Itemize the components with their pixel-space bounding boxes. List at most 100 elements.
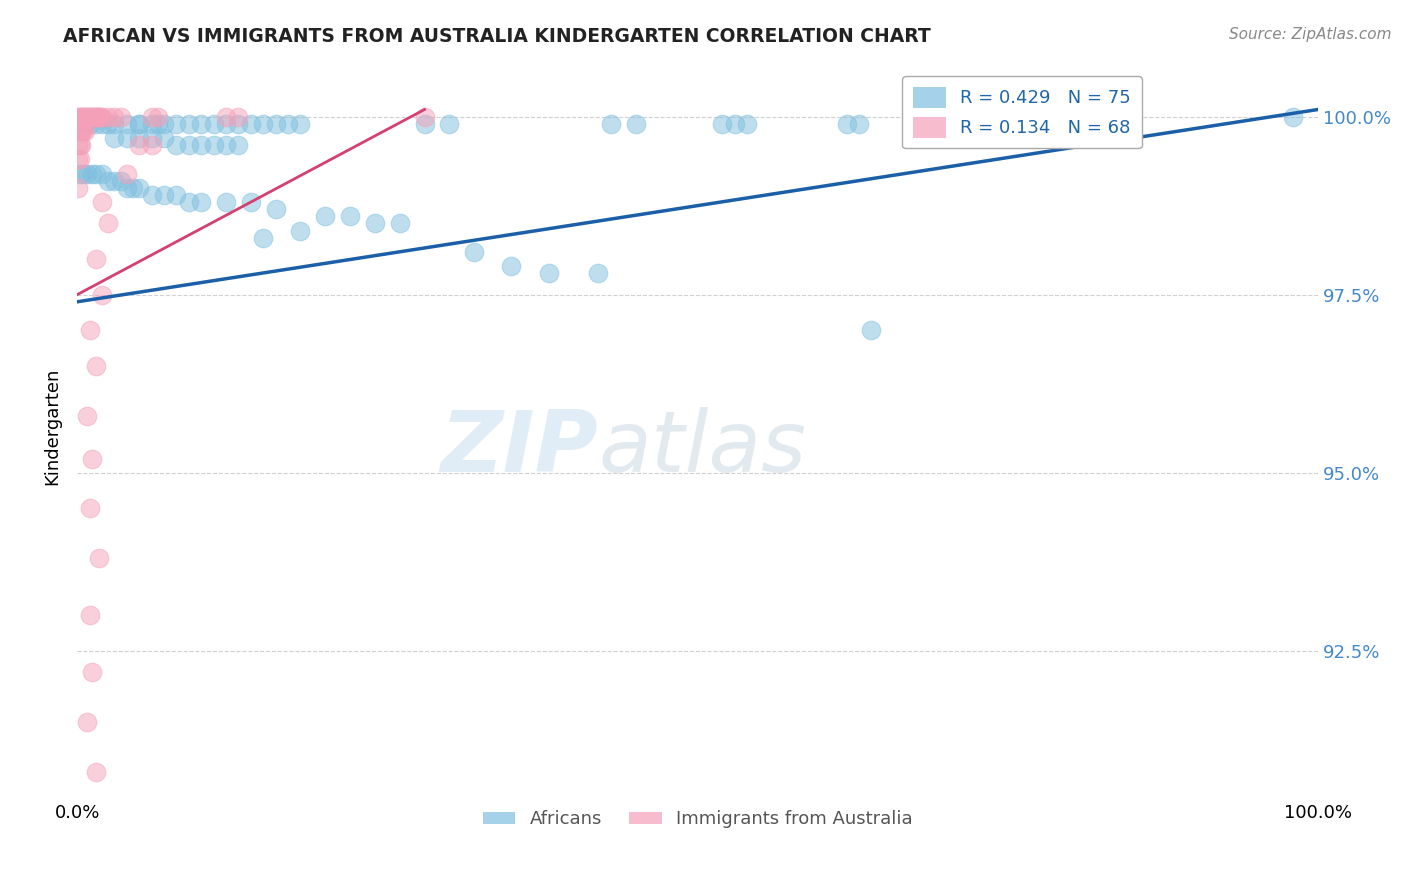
Point (73, 124, 96, 138)
Point (69, 117, 91, 131)
Point (72, 110, 94, 124)
Point (84, 167, 107, 181)
Point (69, 138, 91, 153)
Point (79, 110, 101, 124)
Point (115, 117, 138, 131)
Point (215, 117, 238, 131)
Point (128, 181, 150, 195)
Point (76, 110, 98, 124)
Point (141, 110, 163, 124)
Point (413, 117, 436, 131)
Point (165, 117, 187, 131)
Point (84, 359, 107, 373)
Point (215, 110, 238, 124)
Point (128, 138, 150, 153)
Point (90, 167, 112, 181)
Point (413, 110, 436, 124)
Point (215, 195, 238, 210)
Point (76, 167, 98, 181)
Point (72, 124, 94, 138)
Point (76, 409, 98, 423)
Point (79, 608, 101, 623)
Point (252, 117, 274, 131)
Point (97, 217, 120, 231)
Point (264, 117, 287, 131)
Point (177, 195, 200, 210)
Point (69, 153, 91, 167)
Point (314, 210, 336, 224)
Point (264, 202, 287, 217)
Point (73, 117, 96, 131)
Point (79, 117, 101, 131)
Point (84, 117, 107, 131)
Text: Source: ZipAtlas.com: Source: ZipAtlas.com (1229, 27, 1392, 42)
Point (67, 138, 90, 153)
Point (228, 138, 250, 153)
Point (84, 110, 107, 124)
Point (82, 110, 104, 124)
Point (364, 217, 387, 231)
Point (228, 110, 250, 124)
Text: atlas: atlas (599, 407, 806, 490)
Point (165, 188, 187, 202)
Point (103, 131, 125, 145)
Point (290, 223, 312, 237)
Point (141, 131, 163, 145)
Point (75, 110, 97, 124)
Point (128, 117, 150, 131)
Point (463, 244, 485, 259)
Point (69, 124, 91, 138)
Point (910, 117, 932, 131)
Point (72, 167, 94, 181)
Y-axis label: Kindergarten: Kindergarten (44, 368, 60, 485)
Point (153, 131, 176, 145)
Point (67, 110, 90, 124)
Point (202, 117, 225, 131)
Point (239, 117, 262, 131)
Point (69, 110, 91, 124)
Point (79, 501, 101, 516)
Point (252, 230, 274, 244)
Point (110, 174, 132, 188)
Point (228, 117, 250, 131)
Point (69, 124, 91, 138)
Point (86, 110, 108, 124)
Text: AFRICAN VS IMMIGRANTS FROM AUSTRALIA KINDERGARTEN CORRELATION CHART: AFRICAN VS IMMIGRANTS FROM AUSTRALIA KIN… (63, 27, 931, 45)
Point (115, 181, 138, 195)
Point (67, 124, 90, 138)
Point (190, 195, 212, 210)
Point (73, 110, 96, 124)
Point (339, 210, 361, 224)
Point (103, 174, 125, 188)
Point (90, 287, 112, 301)
Point (177, 138, 200, 153)
Point (177, 117, 200, 131)
Point (67, 181, 90, 195)
Point (79, 323, 101, 337)
Point (70, 124, 93, 138)
Point (67, 153, 90, 167)
Point (77, 110, 100, 124)
Point (90, 110, 112, 124)
Point (290, 117, 312, 131)
Point (860, 323, 883, 337)
Point (624, 117, 647, 131)
Point (146, 110, 169, 124)
Point (146, 117, 169, 131)
Point (69, 167, 91, 181)
Point (153, 117, 176, 131)
Point (80, 110, 103, 124)
Point (97, 110, 120, 124)
Point (190, 117, 212, 131)
Point (835, 117, 858, 131)
Point (69, 138, 91, 153)
Text: ZIP: ZIP (440, 407, 599, 490)
Point (588, 266, 610, 280)
Point (537, 266, 560, 280)
Point (115, 131, 138, 145)
Point (76, 715, 98, 730)
Point (501, 259, 523, 273)
Point (80, 451, 103, 466)
Point (80, 665, 103, 680)
Point (239, 195, 262, 210)
